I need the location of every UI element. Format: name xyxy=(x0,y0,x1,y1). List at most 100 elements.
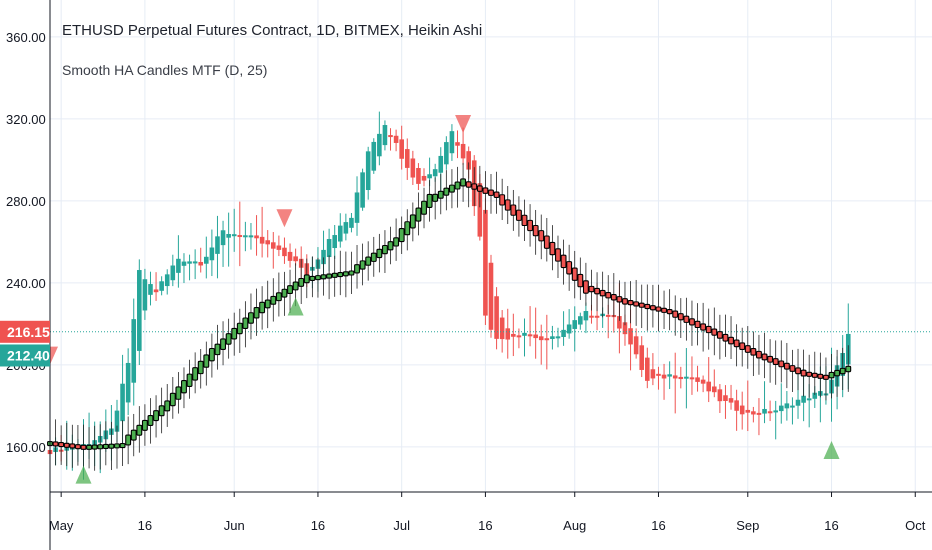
smooth-candle xyxy=(817,373,824,379)
candle-body xyxy=(421,175,427,181)
candle-body xyxy=(751,411,756,415)
x-tick-label: Jul xyxy=(393,518,410,533)
candle-body xyxy=(639,345,645,370)
smooth-candle xyxy=(510,204,517,216)
signal-up-arrow xyxy=(75,465,92,484)
smooth-candle xyxy=(661,307,668,313)
candle-body xyxy=(321,249,326,265)
smooth-candle xyxy=(806,371,813,377)
x-tick-label: Sep xyxy=(736,518,759,533)
smooth-candle xyxy=(432,193,439,202)
candle-body xyxy=(695,377,700,382)
smooth-candle xyxy=(655,306,662,312)
smooth-candle xyxy=(309,275,316,281)
smooth-candle xyxy=(381,244,388,255)
candle-body xyxy=(700,379,706,384)
smooth-candle xyxy=(622,298,628,305)
smooth-candle xyxy=(761,353,768,361)
smooth-candle xyxy=(114,443,120,449)
smooth-candle xyxy=(69,443,76,449)
smooth-candle xyxy=(744,345,751,353)
smooth-candle xyxy=(700,323,707,331)
candle-body xyxy=(220,230,226,246)
smooth-candle xyxy=(515,209,522,221)
smooth-candle xyxy=(767,355,774,363)
smooth-candle xyxy=(599,289,606,297)
y-tick-label: 240.00 xyxy=(6,276,46,291)
candle-body xyxy=(120,383,125,422)
candle-body xyxy=(656,373,661,376)
smooth-candle xyxy=(733,339,740,348)
smooth-candle xyxy=(454,181,461,190)
candle-body xyxy=(254,235,259,239)
smooth-candle xyxy=(421,200,427,215)
candle-body xyxy=(672,375,678,379)
smooth-candle xyxy=(108,443,115,449)
candle-body xyxy=(416,168,421,184)
candle-body xyxy=(343,222,349,234)
smooth-candle xyxy=(694,320,701,329)
smooth-candle xyxy=(644,303,651,310)
signal-down-arrow xyxy=(455,115,472,133)
smooth-candle xyxy=(772,358,779,365)
smooth-candle xyxy=(158,405,165,417)
candle-body xyxy=(483,209,488,316)
y-tick-label: 360.00 xyxy=(6,30,46,45)
candle-body xyxy=(209,247,215,261)
candle-body xyxy=(477,183,483,237)
candle-body xyxy=(382,125,388,146)
candle-body xyxy=(544,338,550,341)
candle-body xyxy=(795,399,801,406)
smooth-candle xyxy=(677,313,684,321)
smooth-candle xyxy=(208,347,215,362)
smooth-candle xyxy=(577,273,584,288)
smooth-candle xyxy=(482,187,489,194)
smooth-candle xyxy=(326,273,333,279)
candle-body xyxy=(773,410,778,413)
x-tick-label: Jun xyxy=(224,518,245,533)
candle-body xyxy=(790,405,795,408)
smooth-candle xyxy=(409,214,416,229)
last-price-tag xyxy=(0,344,50,367)
smooth-candle xyxy=(783,362,790,370)
smooth-candle xyxy=(275,292,282,302)
smooth-candle xyxy=(270,295,277,305)
candle-body xyxy=(360,172,365,208)
candle-body xyxy=(293,256,298,262)
signal-up-arrow xyxy=(823,441,840,459)
smooth-candle xyxy=(683,315,690,323)
smooth-candle xyxy=(538,230,545,242)
candle-body xyxy=(801,395,806,403)
smooth-candle xyxy=(415,207,422,222)
candle-body xyxy=(533,334,538,339)
smooth-candle xyxy=(588,285,595,293)
candle-body xyxy=(164,274,170,287)
smooth-candle xyxy=(314,275,321,281)
candle-body xyxy=(410,158,416,178)
signal-up-arrow xyxy=(287,297,304,316)
smooth-candle xyxy=(795,367,801,375)
candle-body xyxy=(248,235,254,238)
smooth-candle xyxy=(549,241,556,256)
smooth-candle xyxy=(460,178,467,187)
smooth-candle xyxy=(443,187,450,196)
candle-body xyxy=(148,284,153,295)
smooth-candle xyxy=(259,301,266,314)
candle-body xyxy=(137,270,142,351)
smooth-candle xyxy=(86,444,93,450)
candle-body xyxy=(617,316,622,329)
smooth-candle xyxy=(739,342,746,351)
candle-body xyxy=(153,289,159,293)
smooth-candle xyxy=(203,354,210,368)
candle-body xyxy=(711,386,717,393)
smooth-candle xyxy=(164,400,171,412)
candle-body xyxy=(739,405,745,415)
smooth-candle xyxy=(834,369,841,377)
candle-body xyxy=(337,225,343,242)
x-tick-label: 16 xyxy=(311,518,325,533)
x-tick-label: 16 xyxy=(478,518,492,533)
candle-body xyxy=(276,245,282,250)
smooth-candle xyxy=(521,214,528,227)
candle-body xyxy=(684,376,689,379)
